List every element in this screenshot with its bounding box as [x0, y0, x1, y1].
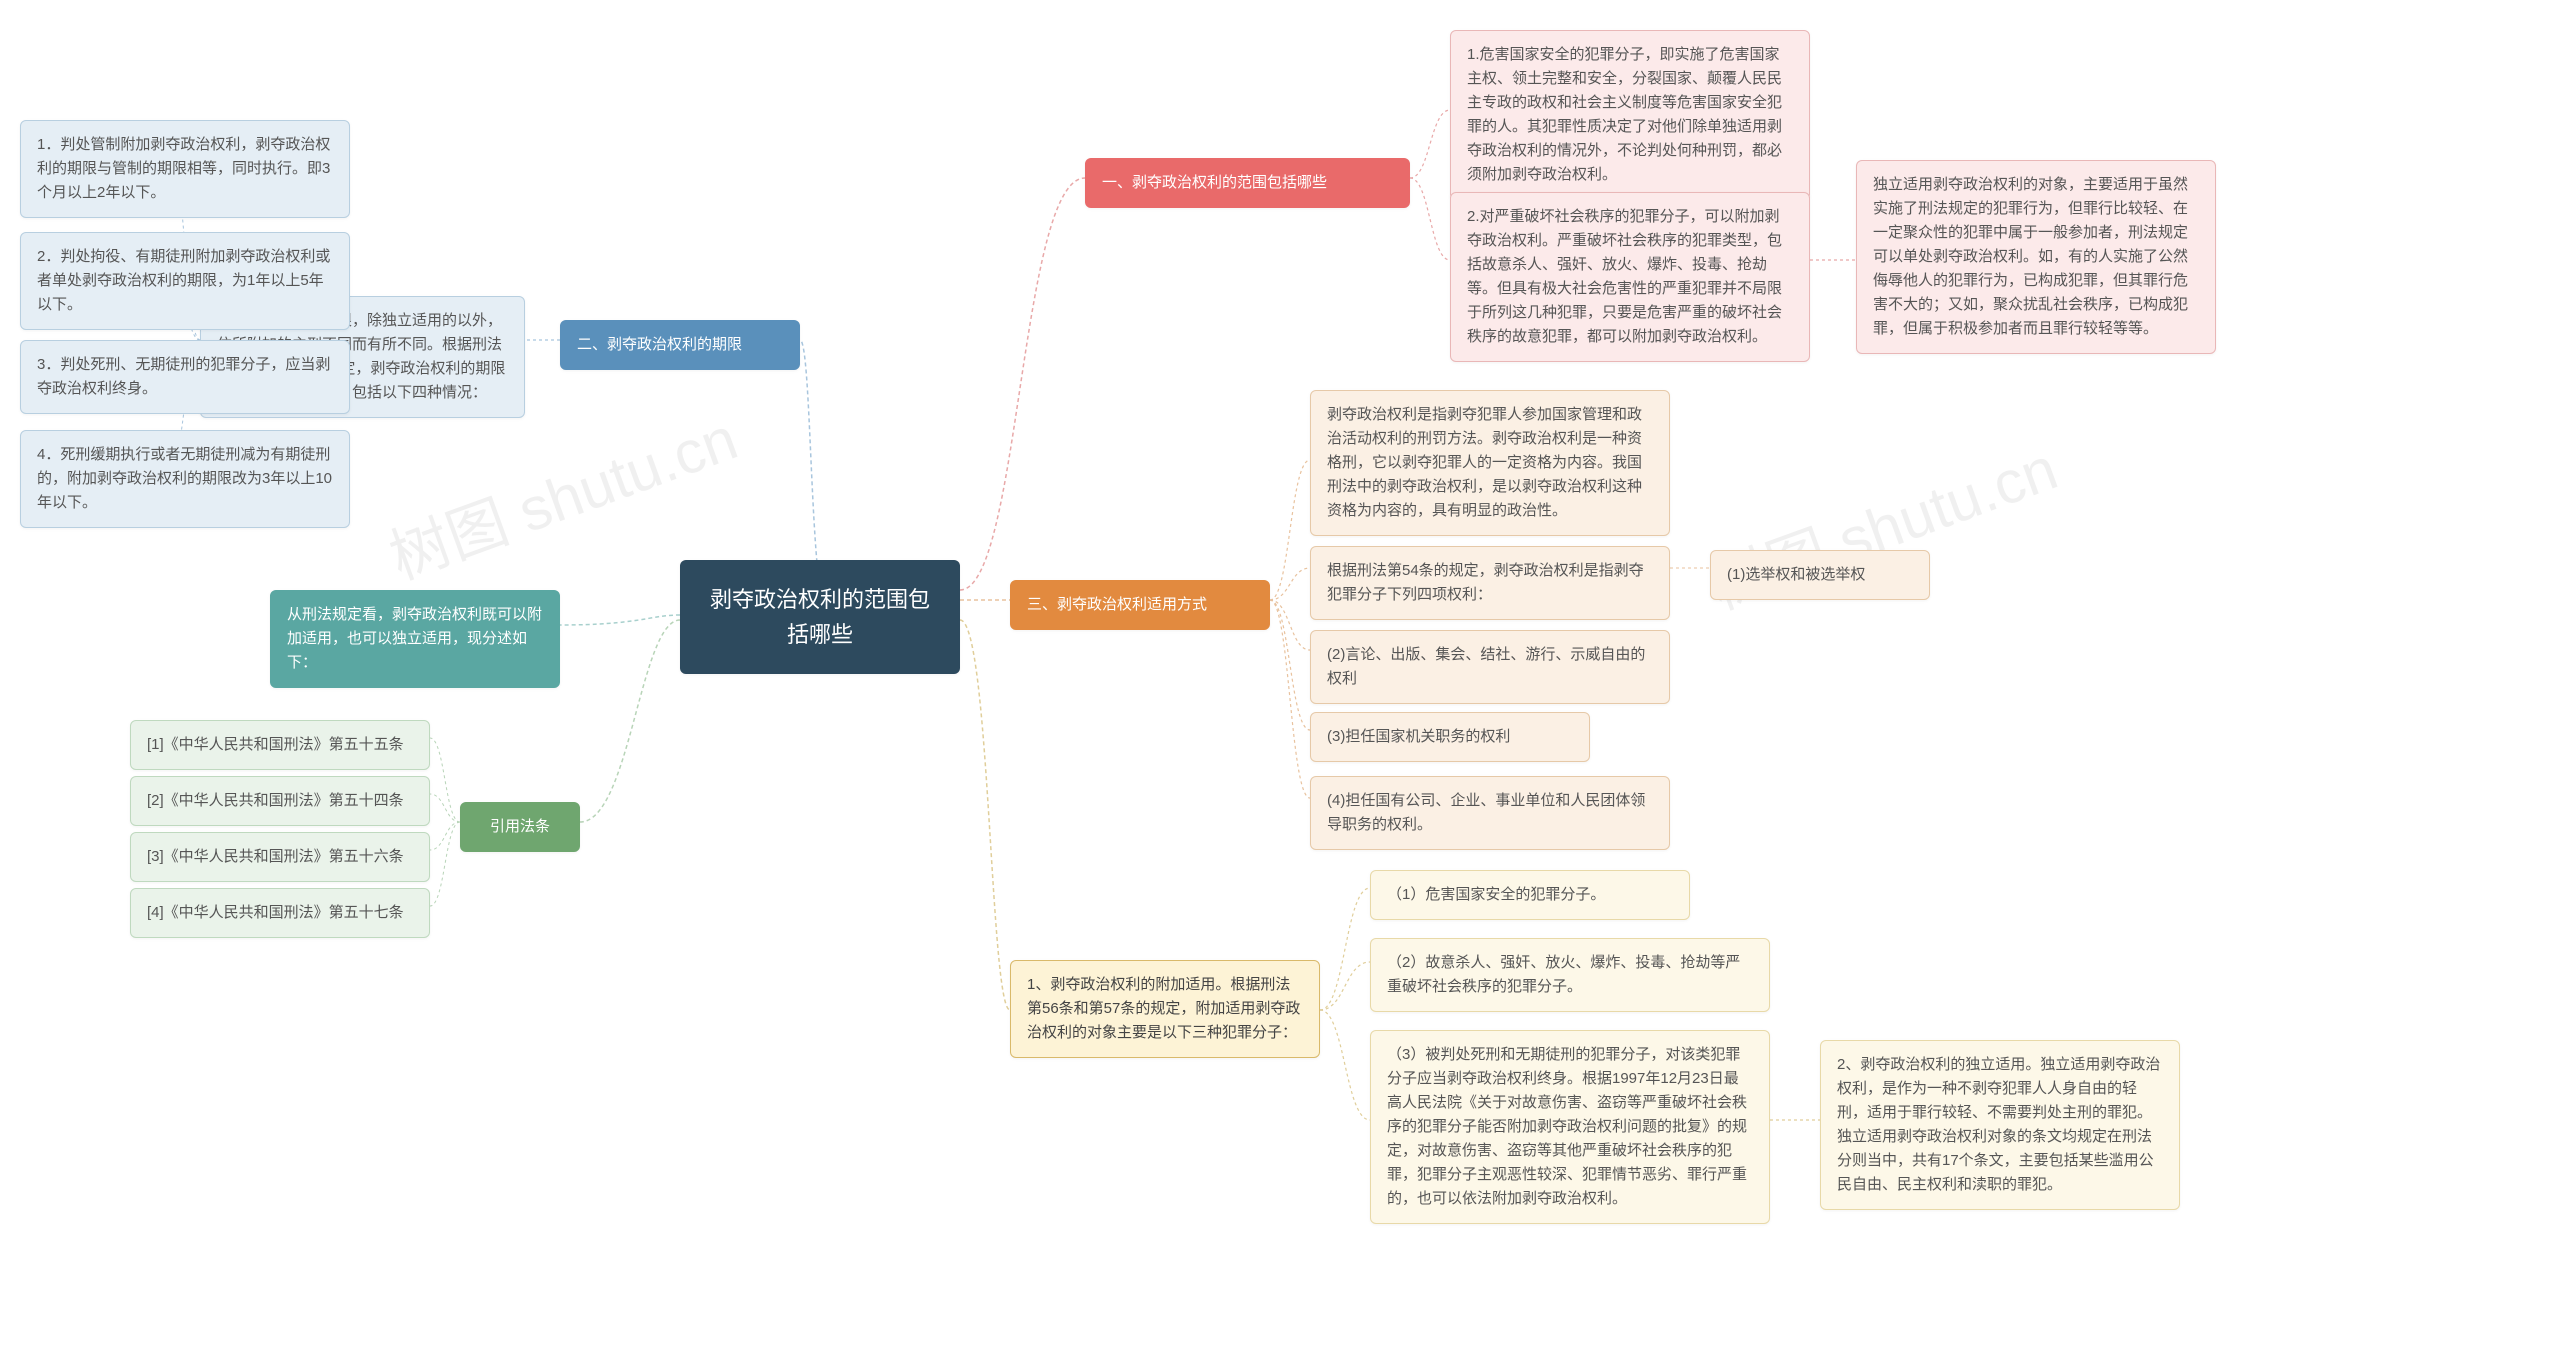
branch-one-title[interactable]: 一、剥夺政治权利的范围包括哪些	[1085, 158, 1410, 208]
right-2[interactable]: (2)言论、出版、集会、结社、游行、示威自由的权利	[1310, 630, 1670, 704]
branch-one-leaf-3[interactable]: 独立适用剥夺政治权利的对象，主要适用于虽然实施了刑法规定的犯罪行为，但罪行比较轻…	[1856, 160, 2216, 354]
branch-one-leaf-1[interactable]: 1.危害国家安全的犯罪分子，即实施了危害国家主权、领土完整和安全，分裂国家、颠覆…	[1450, 30, 1810, 200]
branch-three-title[interactable]: 三、剥夺政治权利适用方式	[1010, 580, 1270, 630]
right-1[interactable]: (1)选举权和被选举权	[1710, 550, 1930, 600]
method1-box[interactable]: 1、剥夺政治权利的附加适用。根据刑法第56条和第57条的规定，附加适用剥夺政治权…	[1010, 960, 1320, 1058]
branch-three-rights-intro[interactable]: 根据刑法第54条的规定，剥夺政治权利是指剥夺犯罪分子下列四项权利：	[1310, 546, 1670, 620]
refs-title[interactable]: 引用法条	[460, 802, 580, 852]
methods-intro[interactable]: 从刑法规定看，剥夺政治权利既可以附加适用，也可以独立适用，现分述如下：	[270, 590, 560, 688]
method1-leaf-3[interactable]: （3）被判处死刑和无期徒刑的犯罪分子，对该类犯罪分子应当剥夺政治权利终身。根据1…	[1370, 1030, 1770, 1224]
ref-2[interactable]: [2]《中华人民共和国刑法》第五十四条	[130, 776, 430, 826]
root-node[interactable]: 剥夺政治权利的范围包括哪些	[680, 560, 960, 674]
method1-leaf-1[interactable]: （1）危害国家安全的犯罪分子。	[1370, 870, 1690, 920]
ref-4[interactable]: [4]《中华人民共和国刑法》第五十七条	[130, 888, 430, 938]
branch-three-intro[interactable]: 剥夺政治权利是指剥夺犯罪人参加国家管理和政治活动权利的刑罚方法。剥夺政治权利是一…	[1310, 390, 1670, 536]
right-3[interactable]: (3)担任国家机关职务的权利	[1310, 712, 1590, 762]
branch-two-leaf-1[interactable]: 1．判处管制附加剥夺政治权利，剥夺政治权利的期限与管制的期限相等，同时执行。即3…	[20, 120, 350, 218]
branch-two-title[interactable]: 二、剥夺政治权利的期限	[560, 320, 800, 370]
method1-leaf-2[interactable]: （2）故意杀人、强奸、放火、爆炸、投毒、抢劫等严重破坏社会秩序的犯罪分子。	[1370, 938, 1770, 1012]
right-4[interactable]: (4)担任国有公司、企业、事业单位和人民团体领导职务的权利。	[1310, 776, 1670, 850]
method2-box[interactable]: 2、剥夺政治权利的独立适用。独立适用剥夺政治权利，是作为一种不剥夺犯罪人人身自由…	[1820, 1040, 2180, 1210]
branch-one-leaf-2[interactable]: 2.对严重破坏社会秩序的犯罪分子，可以附加剥夺政治权利。严重破坏社会秩序的犯罪类…	[1450, 192, 1810, 362]
branch-two-leaf-4[interactable]: 4．死刑缓期执行或者无期徒刑减为有期徒刑的，附加剥夺政治权利的期限改为3年以上1…	[20, 430, 350, 528]
branch-two-leaf-3[interactable]: 3．判处死刑、无期徒刑的犯罪分子，应当剥夺政治权利终身。	[20, 340, 350, 414]
ref-3[interactable]: [3]《中华人民共和国刑法》第五十六条	[130, 832, 430, 882]
branch-two-leaf-2[interactable]: 2．判处拘役、有期徒刑附加剥夺政治权利或者单处剥夺政治权利的期限，为1年以上5年…	[20, 232, 350, 330]
ref-1[interactable]: [1]《中华人民共和国刑法》第五十五条	[130, 720, 430, 770]
